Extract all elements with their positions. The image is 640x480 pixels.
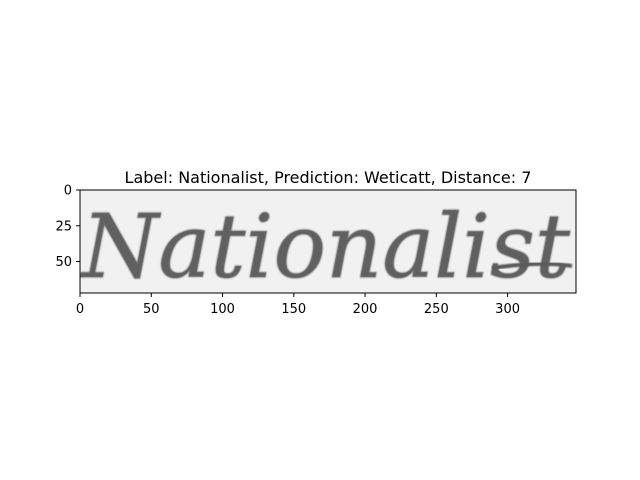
chart-title: Label: Nationalist, Prediction: Weticatt…	[125, 168, 532, 187]
x-tick-label: 150	[281, 302, 306, 317]
x-tick-label: 250	[424, 302, 449, 317]
x-tick-label: 0	[76, 302, 84, 317]
x-tick-label: 100	[210, 302, 235, 317]
image-area: Nationalist Nationalist	[80, 190, 576, 298]
handwritten-word-shadow: Nationalist	[80, 195, 571, 298]
x-tick-label: 200	[353, 302, 378, 317]
handwritten-word: Nationalist	[80, 195, 571, 298]
x-tick-label: 50	[143, 302, 160, 317]
x-tick-label: 300	[495, 302, 520, 317]
t-cross-stroke	[491, 261, 573, 270]
y-tick-label: 50	[55, 255, 72, 270]
y-tick-label: 25	[55, 219, 72, 234]
image-background	[80, 190, 576, 293]
axes-frame	[79, 189, 577, 294]
x-axis: 0 50 100 150 200 250 300	[76, 293, 520, 317]
y-tick-label: 0	[64, 184, 72, 199]
y-axis: 0 25 50	[55, 184, 80, 270]
